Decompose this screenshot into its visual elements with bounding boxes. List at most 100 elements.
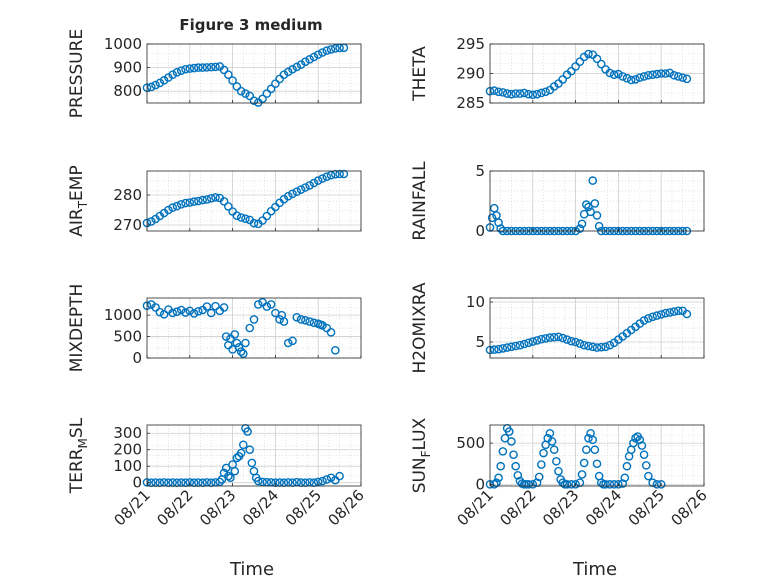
data-point — [215, 477, 225, 487]
y-axis-label: MIXDEPTH — [67, 284, 87, 373]
axes-box — [489, 297, 705, 359]
data-point — [644, 70, 653, 80]
data-point — [275, 74, 284, 84]
data-point — [258, 477, 267, 487]
data-point — [582, 445, 591, 455]
data-point — [584, 202, 593, 212]
data-point — [146, 217, 156, 226]
data-point — [622, 73, 632, 83]
data-point — [176, 199, 186, 209]
data-point — [496, 461, 506, 471]
data-point — [596, 59, 606, 69]
data-point — [181, 198, 190, 208]
data-point — [592, 211, 602, 220]
data-point — [247, 458, 257, 468]
y-axis-label: PRESSURE — [67, 29, 87, 118]
data-point — [618, 72, 627, 81]
y-tick-label: 5 — [475, 333, 485, 351]
y-axis-label: SUNFLUX — [410, 417, 433, 493]
data-point — [519, 339, 529, 349]
data-point — [582, 200, 591, 209]
data-point — [339, 169, 349, 179]
data-point — [682, 74, 692, 84]
subplot-rainfall: 0 5 RAINFALL — [410, 161, 705, 241]
y-tick-label: 290 — [456, 65, 485, 83]
data-point — [586, 207, 595, 217]
axes-box — [489, 424, 705, 487]
data-point — [232, 453, 242, 463]
data-point — [241, 214, 250, 223]
y-axis-label: RAINFALL — [410, 161, 430, 241]
data-point — [635, 73, 645, 82]
data-point — [620, 473, 630, 483]
data-point — [515, 340, 525, 350]
data-point — [609, 480, 619, 489]
data-point — [232, 82, 242, 91]
x-axis-label-left: Time — [229, 559, 274, 580]
data-point — [644, 471, 653, 481]
data-point — [275, 315, 284, 324]
data-point — [326, 170, 336, 180]
data-point — [245, 91, 255, 101]
data-point — [507, 437, 516, 446]
data-point — [592, 459, 602, 469]
data-point — [545, 428, 555, 438]
data-point — [185, 64, 195, 73]
data-point — [511, 341, 520, 351]
data-point — [292, 62, 302, 72]
data-point — [665, 68, 675, 78]
data-point — [305, 317, 314, 326]
series-h2omixra — [485, 306, 692, 355]
data-point — [211, 301, 220, 311]
data-point — [206, 308, 216, 318]
data-point — [567, 336, 576, 346]
data-point — [502, 343, 512, 352]
data-point — [549, 445, 559, 455]
data-point — [626, 75, 636, 85]
data-point — [571, 480, 580, 489]
data-point — [558, 75, 568, 84]
data-point — [590, 445, 600, 455]
data-point — [322, 475, 332, 484]
data-point — [245, 323, 255, 333]
data-point — [224, 471, 233, 481]
subplot-air-temp: 270 280 AIRTEMP — [67, 165, 362, 237]
data-point — [198, 195, 207, 205]
data-point — [605, 68, 615, 78]
data-point — [198, 63, 207, 72]
data-point — [146, 82, 156, 92]
subplot-h2omixra: 5 10 H2OMIXRA — [410, 282, 705, 374]
data-point — [258, 216, 267, 225]
data-point — [172, 307, 182, 317]
data-point — [292, 312, 302, 322]
data-point — [249, 96, 259, 105]
data-point — [605, 480, 615, 489]
data-point — [168, 70, 177, 79]
y-tick-label: 500 — [113, 328, 142, 346]
y-axis-label: H2OMIXRA — [410, 282, 430, 373]
data-point — [236, 347, 246, 356]
data-point — [537, 88, 546, 98]
data-point — [631, 75, 640, 84]
data-point — [588, 342, 598, 352]
data-point — [296, 185, 306, 194]
data-point — [652, 311, 662, 320]
data-point — [644, 314, 653, 323]
grid — [489, 298, 705, 358]
data-point — [176, 66, 186, 75]
data-point — [511, 89, 520, 98]
data-point — [194, 196, 203, 206]
y-axis-label: AIRTEMP — [67, 165, 90, 236]
data-point — [194, 306, 203, 316]
data-point — [629, 438, 638, 448]
data-point — [335, 169, 344, 179]
data-point — [524, 338, 533, 348]
data-point — [189, 197, 199, 206]
data-point — [262, 89, 272, 98]
data-point — [288, 336, 297, 346]
subplot-mixdepth: 0 500 1000 MIXDEPTH — [67, 284, 362, 373]
data-point — [656, 69, 666, 78]
data-point — [335, 43, 344, 53]
data-point — [266, 300, 276, 309]
data-point — [301, 57, 310, 67]
